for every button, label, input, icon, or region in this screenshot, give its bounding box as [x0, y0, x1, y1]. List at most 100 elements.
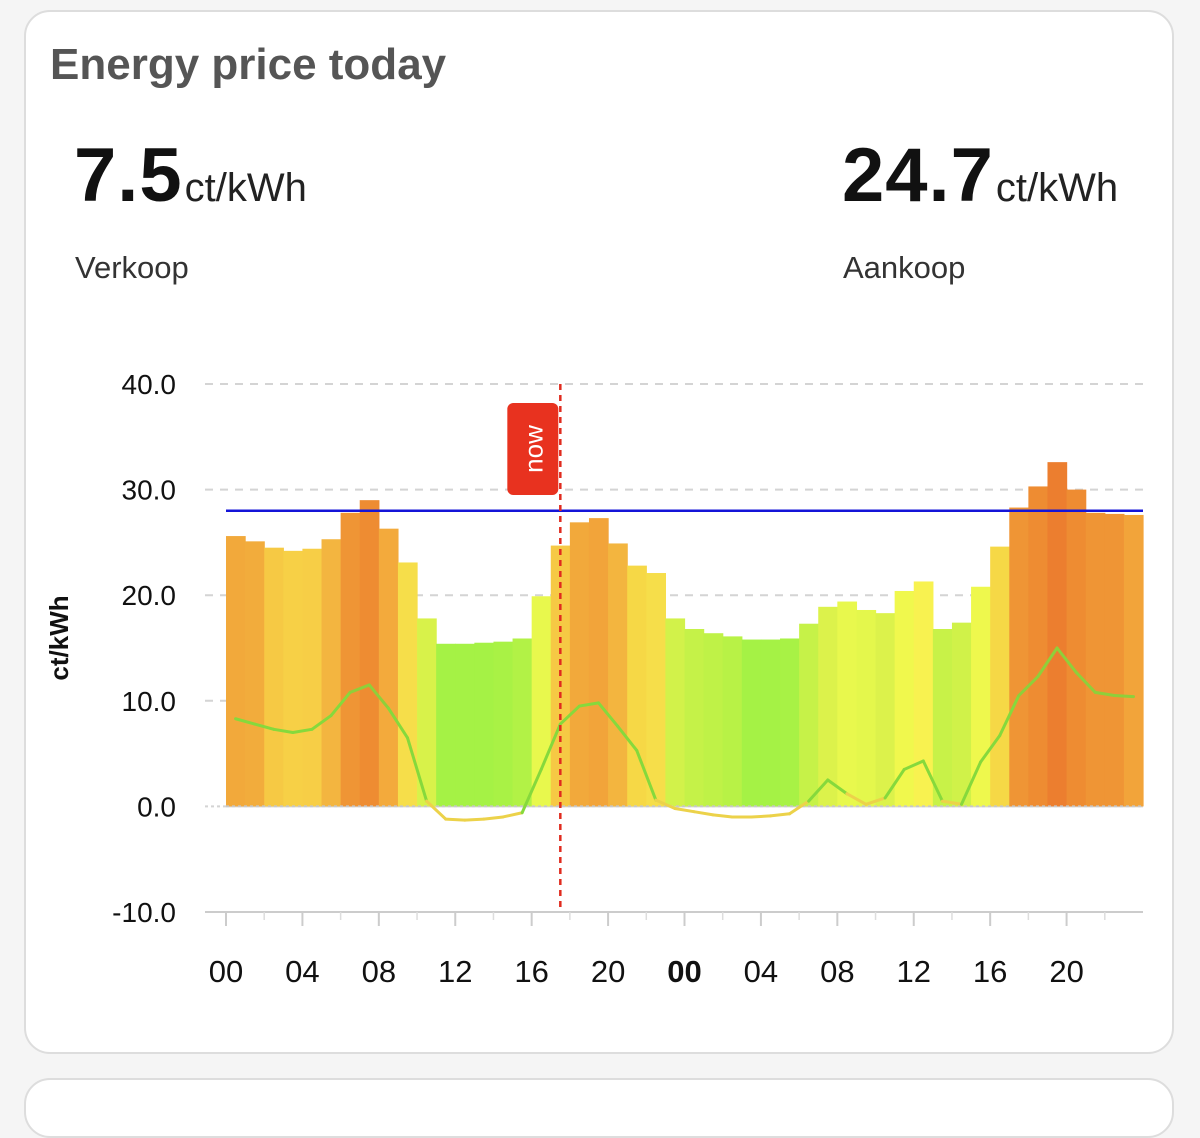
- x-tick-label: 16: [973, 954, 1007, 989]
- price-bar: [722, 636, 743, 807]
- price-bar: [378, 528, 399, 807]
- price-line-segment: [768, 812, 792, 818]
- stat-value: 7.5: [74, 133, 183, 218]
- y-tick-label: 20.0: [122, 580, 177, 611]
- price-line-segment: [520, 767, 543, 815]
- price-line-segment: [253, 722, 276, 731]
- x-tick-label: 20: [1049, 954, 1083, 989]
- price-bar: [397, 562, 418, 807]
- price-line-segment: [291, 727, 314, 734]
- price-line-segment: [272, 727, 295, 734]
- price-line-segment: [635, 748, 658, 802]
- price-line-segment: [482, 815, 505, 821]
- price-bar: [340, 512, 361, 807]
- price-line-segment: [1017, 675, 1040, 698]
- price-line-segment: [558, 704, 581, 726]
- price-line-segment: [1093, 690, 1116, 698]
- price-line-segment: [1112, 694, 1135, 699]
- price-line-segment: [463, 817, 486, 822]
- x-tick-label: 04: [285, 954, 319, 989]
- price-bar: [531, 596, 552, 807]
- price-bar: [1066, 489, 1087, 807]
- price-line-segment: [673, 807, 696, 814]
- card-title: Energy price today: [50, 40, 447, 89]
- x-tick-label: 12: [438, 954, 472, 989]
- price-line-segment: [597, 701, 620, 728]
- y-tick-label: 10.0: [122, 686, 177, 717]
- price-line-segment: [788, 799, 811, 816]
- price-bar: [760, 639, 781, 807]
- price-bar: [741, 639, 762, 807]
- price-bar: [1104, 513, 1125, 807]
- stat-value: 24.7: [842, 133, 994, 218]
- price-bar: [837, 601, 858, 807]
- y-tick-label: -10.0: [112, 897, 176, 928]
- stat-label-verkoop: Verkoop: [75, 250, 189, 285]
- price-bar: [894, 590, 915, 807]
- price-bar: [245, 541, 265, 807]
- price-bar: [512, 638, 533, 807]
- price-line-segment: [367, 683, 390, 710]
- price-bar: [665, 618, 686, 807]
- y-axis-title: ct/kWh: [44, 595, 74, 680]
- price-bar: [455, 643, 475, 807]
- price-line-segment: [310, 714, 333, 731]
- price-line-segment: [902, 759, 925, 771]
- now-label: now: [518, 425, 548, 473]
- y-tick-label: 30.0: [122, 475, 177, 506]
- price-bar: [436, 643, 456, 807]
- price-bar: [1028, 486, 1049, 807]
- y-tick-label: 0.0: [137, 791, 176, 822]
- price-line-segment: [883, 767, 906, 800]
- x-tick-label: 00: [209, 954, 243, 989]
- price-line-segment: [845, 792, 868, 806]
- price-bar: [359, 500, 380, 807]
- price-line-segment: [998, 694, 1021, 738]
- x-tick-label: 16: [514, 954, 548, 989]
- price-bar: [283, 550, 304, 807]
- price-line-segment: [826, 778, 849, 796]
- price-bar: [646, 573, 666, 807]
- price-line-segment: [1036, 646, 1059, 679]
- price-bar: [703, 633, 724, 807]
- price-bar: [264, 547, 284, 807]
- price-bar: [932, 628, 953, 807]
- price-bar: [818, 606, 838, 807]
- stat-unit: ct/kWh: [184, 166, 307, 210]
- price-line-segment: [1055, 646, 1078, 674]
- y-tick-label: 40.0: [122, 369, 177, 400]
- price-line-segment: [577, 701, 601, 708]
- stat-aankoop[interactable]: 24.7ct/kWh: [842, 132, 1118, 219]
- price-bar: [684, 628, 705, 807]
- price-line-segment: [234, 717, 257, 726]
- price-bar: [1085, 512, 1106, 807]
- price-line-segment: [386, 706, 409, 740]
- price-line-segment: [654, 798, 677, 811]
- stat-verkoop[interactable]: 7.5ct/kWh: [74, 132, 307, 219]
- price-line-segment: [348, 683, 371, 694]
- price-bar: [913, 581, 934, 807]
- price-line-segment: [539, 722, 562, 771]
- price-bar: [1047, 462, 1068, 807]
- x-tick-label: 04: [744, 954, 778, 989]
- price-bar: [1123, 514, 1144, 807]
- price-line-segment: [960, 760, 983, 806]
- price-bar: [226, 536, 246, 807]
- x-tick-label: 08: [362, 954, 396, 989]
- price-bar: [875, 613, 896, 807]
- price-line-segment: [444, 817, 467, 822]
- price-chart: 40.0 30.0 20.0 10.0 0.0 -10.0 ct/kWh now 00 04 08 1…: [44, 369, 1144, 989]
- price-bar: [951, 622, 972, 807]
- price-line-segment: [692, 810, 715, 817]
- price-bar: [971, 586, 991, 807]
- price-line-segment: [405, 736, 429, 803]
- price-bar: [302, 548, 323, 807]
- stat-label-aankoop: Aankoop: [843, 250, 966, 285]
- price-line-segment: [749, 814, 772, 819]
- price-bar: [569, 522, 590, 807]
- price-line-segment: [711, 813, 734, 819]
- price-line-segment: [921, 759, 944, 803]
- price-line-segment: [1074, 670, 1097, 694]
- price-bar: [856, 609, 877, 807]
- price-bar: [608, 543, 628, 807]
